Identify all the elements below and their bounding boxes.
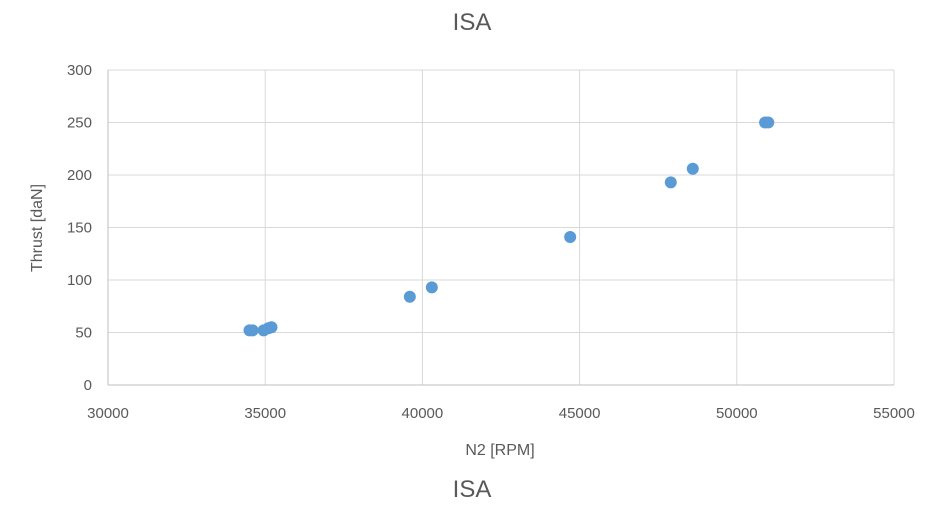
y-tick-label: 100	[67, 272, 92, 289]
data-point	[265, 321, 278, 334]
data-point	[425, 281, 438, 294]
gridlines	[108, 69, 895, 385]
y-tick-label: 0	[84, 377, 92, 394]
data-points	[243, 116, 775, 337]
data-point	[762, 116, 775, 129]
y-tick-label: 200	[67, 167, 92, 184]
y-axis-title: Thrust [daN]	[29, 184, 46, 272]
footer-title: ISA	[453, 476, 492, 503]
data-point	[686, 162, 699, 175]
tick-labels: 0 50 100 150 200 250 300 30000 35000 40000 45000 50…	[67, 62, 915, 422]
data-point	[403, 290, 416, 303]
x-tick-label: 40000	[402, 405, 444, 422]
y-tick-label: 150	[67, 220, 92, 237]
x-tick-label: 55000	[873, 405, 915, 422]
data-point	[664, 176, 677, 189]
x-axis-title: N2 [RPM]	[465, 442, 534, 459]
y-tick-label: 300	[67, 62, 92, 79]
y-tick-label: 50	[75, 325, 92, 342]
x-tick-label: 45000	[559, 405, 601, 422]
axes	[107, 70, 894, 386]
y-tick-label: 250	[67, 115, 92, 132]
data-point	[246, 324, 259, 337]
data-point	[564, 230, 577, 243]
chart-title: ISA	[453, 9, 492, 36]
x-tick-label: 30000	[87, 405, 129, 422]
x-tick-label: 50000	[716, 405, 758, 422]
x-tick-label: 35000	[244, 405, 286, 422]
